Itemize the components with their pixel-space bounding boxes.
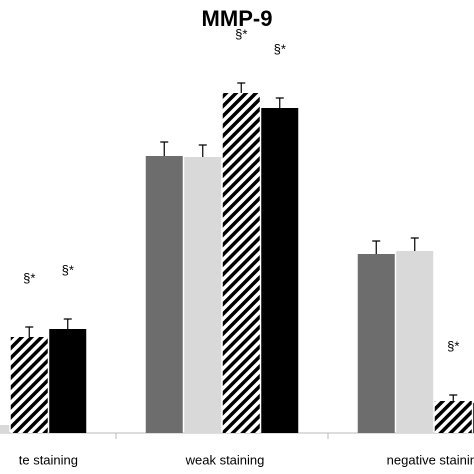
bar xyxy=(49,329,87,433)
error-bar xyxy=(63,318,72,329)
bar xyxy=(357,254,395,433)
annotation: §* xyxy=(235,26,247,41)
error-bar xyxy=(237,82,246,93)
bar xyxy=(145,156,183,433)
chart-title: MMP-9 xyxy=(202,6,273,31)
bar xyxy=(396,251,434,433)
error-bar xyxy=(160,141,169,156)
error-bar xyxy=(275,97,284,108)
error-bar xyxy=(410,237,419,251)
annotation: §* xyxy=(23,270,35,285)
error-bar xyxy=(25,326,34,337)
bar xyxy=(0,425,10,433)
annotation: §* xyxy=(447,338,459,353)
bar xyxy=(434,401,472,433)
bar xyxy=(222,93,260,433)
x-tick-label: te staining xyxy=(19,452,78,467)
annotation: §* xyxy=(62,262,74,277)
bar xyxy=(184,157,222,433)
error-bar xyxy=(198,144,207,157)
annotation: §* xyxy=(274,41,286,56)
error-bar xyxy=(372,240,381,254)
error-bar xyxy=(449,394,458,401)
x-tick-label: weak staining xyxy=(185,452,265,467)
bar xyxy=(10,337,48,433)
x-tick-label: negative stainin xyxy=(387,452,474,467)
bar xyxy=(261,108,299,433)
